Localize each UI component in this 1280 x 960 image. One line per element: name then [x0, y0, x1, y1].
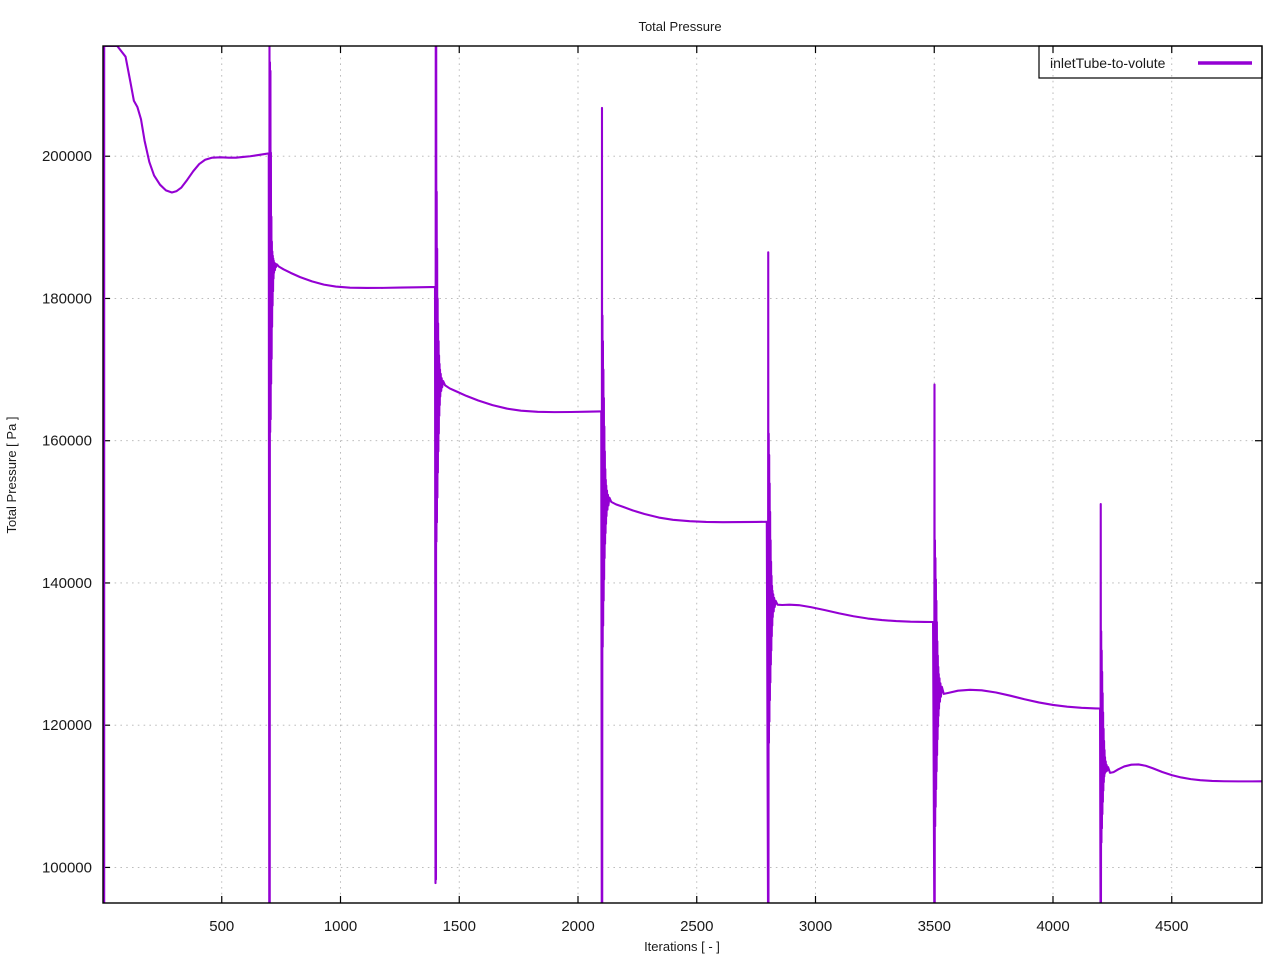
- legend-border: [1038, 45, 1263, 79]
- y-tick-label: 120000: [42, 717, 92, 734]
- x-tick-label: 500: [209, 918, 234, 935]
- y-axis-label: Total Pressure [ Pa ]: [4, 416, 19, 533]
- y-tick-label: 180000: [42, 290, 92, 307]
- legend-entry-label: inletTube-to-volute: [1050, 55, 1166, 71]
- plot-frame: [102, 45, 1263, 904]
- x-tick-label: 1500: [443, 918, 476, 935]
- y-tick-label: 160000: [42, 433, 92, 450]
- y-tick-label: 140000: [42, 575, 92, 592]
- legend: inletTube-to-volute: [1038, 45, 1263, 79]
- x-tick-label: 3000: [799, 918, 832, 935]
- data-area: [103, 46, 1262, 903]
- x-tick-label: 3500: [918, 918, 951, 935]
- chart-title: Total Pressure: [638, 19, 721, 34]
- x-axis-ticks: 500 1000 1500 2000 2500 3000 3500 4000 4500: [209, 46, 1188, 935]
- y-axis-ticks: 100000 120000 140000 160000 180000 200000: [42, 148, 1262, 876]
- x-tick-label: 2000: [561, 918, 594, 935]
- x-tick-label: 1000: [324, 918, 357, 935]
- y-tick-label: 100000: [42, 859, 92, 876]
- y-tick-label: 200000: [42, 148, 92, 165]
- x-axis-label: Iterations [ - ]: [644, 939, 720, 954]
- x-tick-label: 2500: [680, 918, 713, 935]
- x-tick-label: 4000: [1036, 918, 1069, 935]
- x-tick-label: 4500: [1155, 918, 1188, 935]
- data-series-inlettube-to-volute: [103, 46, 1262, 903]
